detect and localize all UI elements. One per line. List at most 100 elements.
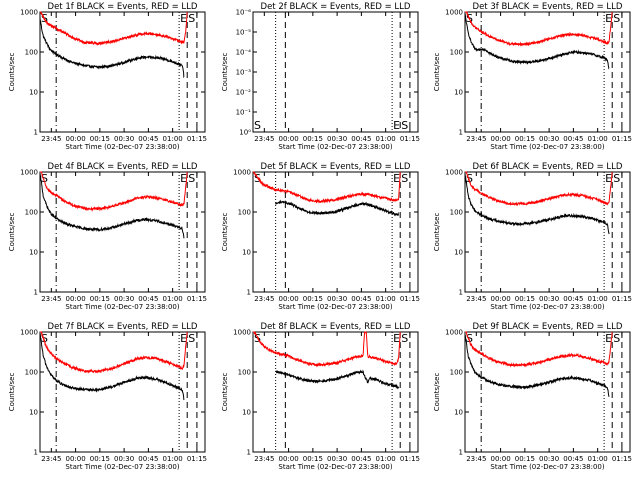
series-lld-line	[40, 11, 188, 46]
y-tick-label: 10	[242, 409, 251, 417]
series-events-line	[275, 199, 400, 217]
x-tick-label: 01:15	[400, 455, 420, 463]
y-tick-label: 1	[247, 289, 251, 297]
panel-title: Det 1f BLACK = Events, RED = LLD	[48, 2, 198, 12]
x-tick-label: 01:15	[400, 135, 420, 143]
plot-frame	[464, 331, 631, 453]
x-tick-label: 00:45	[351, 295, 371, 303]
series-lld-line	[465, 331, 613, 368]
series-events-line	[464, 172, 610, 235]
series-lld-line	[253, 171, 401, 204]
y-tick-label: 10	[242, 249, 251, 257]
series-events-line	[39, 17, 185, 79]
y-tick-label: 10⁻⁴	[236, 49, 252, 57]
y-tick-label: 1	[34, 129, 38, 137]
y-axis-label: Counts/sec	[221, 373, 229, 412]
x-tick-label: 00:45	[138, 295, 158, 303]
panel-8: Det 8f BLACK = Events, RED = LLD 1 10 100 10…	[221, 322, 420, 471]
x-tick-label: 00:30	[327, 295, 347, 303]
x-tick-label: 00:15	[515, 455, 535, 463]
y-axis-label: Counts/sec	[433, 53, 441, 92]
y-axis-label: Counts/sec	[221, 53, 229, 92]
marker-s: S	[613, 172, 620, 185]
marker-s: S	[401, 172, 408, 185]
y-tick-label: 10	[29, 409, 38, 417]
x-tick-label: 23:45	[254, 455, 274, 463]
panel-9: Det 9f BLACK = Events, RED = LLD 1 10 100 10…	[433, 322, 632, 471]
y-tick-label: 10	[454, 89, 463, 97]
x-tick-label: 00:00	[278, 135, 298, 143]
series-lld-line	[465, 10, 613, 47]
y-tick-label: 10⁻³	[236, 69, 252, 77]
marker-s: S	[466, 332, 473, 345]
x-tick-label: 00:30	[327, 135, 347, 143]
x-tick-label: 00:45	[563, 135, 583, 143]
panel-2: Det 2f BLACK = Events, RED = LLD 10⁰ 10⁻¹ 1…	[221, 2, 420, 151]
plot-frame	[252, 171, 419, 293]
series-lld-line	[40, 171, 188, 212]
marker-s: S	[401, 332, 408, 345]
plot-frame	[252, 331, 419, 453]
x-tick-label: 23:45	[41, 135, 61, 143]
x-tick-label: 00:30	[539, 295, 559, 303]
x-axis-label: Start Time (02-Dec-07 23:38:00)	[65, 303, 179, 311]
y-axis-label: Counts/sec	[8, 213, 16, 252]
x-tick-label: 00:00	[65, 455, 85, 463]
y-tick-label: 100	[25, 369, 38, 377]
marker-s: S	[254, 119, 261, 132]
x-tick-label: 00:30	[539, 455, 559, 463]
y-axis-label: Counts/sec	[8, 373, 16, 412]
y-tick-label: 1000	[445, 9, 463, 17]
x-tick-label: 01:00	[588, 295, 608, 303]
x-axis-label: Start Time (02-Dec-07 23:38:00)	[65, 143, 179, 151]
panel-5: Det 5f BLACK = Events, RED = LLD 1 10 100 10…	[221, 162, 420, 311]
y-axis-label: Counts/sec	[221, 213, 229, 252]
y-tick-label: 1	[459, 289, 463, 297]
x-tick-label: 00:15	[90, 135, 110, 143]
y-axis-label: Counts/sec	[8, 53, 16, 92]
x-tick-label: 00:15	[303, 135, 323, 143]
y-tick-label: 100	[238, 369, 251, 377]
x-tick-label: 01:00	[163, 295, 183, 303]
plot-frame	[39, 11, 206, 133]
marker-e: E	[393, 172, 400, 185]
y-axis-label: Counts/sec	[433, 213, 441, 252]
x-tick-label: 01:00	[376, 455, 396, 463]
x-tick-label: 01:00	[588, 135, 608, 143]
x-tick-label: 00:30	[114, 455, 134, 463]
x-tick-label: 00:45	[138, 455, 158, 463]
panel-title: Det 2f BLACK = Events, RED = LLD	[261, 2, 411, 12]
x-tick-label: 00:00	[278, 455, 298, 463]
x-tick-label: 01:00	[163, 455, 183, 463]
x-tick-label: 00:15	[90, 295, 110, 303]
marker-s: S	[401, 119, 408, 132]
x-tick-label: 00:15	[303, 455, 323, 463]
y-tick-label: 1	[459, 449, 463, 457]
y-tick-label: 10⁻¹	[236, 109, 252, 117]
panel-6: Det 6f BLACK = Events, RED = LLD 1 10 100 10…	[433, 162, 632, 311]
panel-title: Det 8f BLACK = Events, RED = LLD	[261, 322, 411, 332]
y-tick-label: 1	[459, 129, 463, 137]
x-tick-label: 00:30	[539, 135, 559, 143]
series-events-line	[464, 13, 610, 70]
x-tick-label: 00:30	[114, 295, 134, 303]
x-tick-label: 01:00	[376, 295, 396, 303]
series-events-line	[39, 332, 185, 401]
x-tick-label: 00:00	[490, 135, 510, 143]
marker-s: S	[41, 172, 48, 185]
x-tick-label: 23:45	[466, 295, 486, 303]
x-tick-label: 23:45	[466, 135, 486, 143]
x-tick-label: 01:15	[612, 295, 632, 303]
marker-e: E	[393, 119, 400, 132]
marker-e: E	[605, 332, 612, 345]
x-tick-label: 00:45	[563, 295, 583, 303]
marker-e: E	[180, 332, 187, 345]
x-tick-label: 00:00	[65, 135, 85, 143]
x-tick-label: 01:15	[187, 295, 207, 303]
x-tick-label: 01:00	[163, 135, 183, 143]
y-tick-label: 100	[450, 49, 463, 57]
y-tick-label: 10	[29, 89, 38, 97]
x-axis-label: Start Time (02-Dec-07 23:38:00)	[65, 463, 179, 471]
panel-title: Det 3f BLACK = Events, RED = LLD	[473, 2, 623, 12]
panel-3: Det 3f BLACK = Events, RED = LLD 1 10 100 10…	[433, 2, 632, 151]
